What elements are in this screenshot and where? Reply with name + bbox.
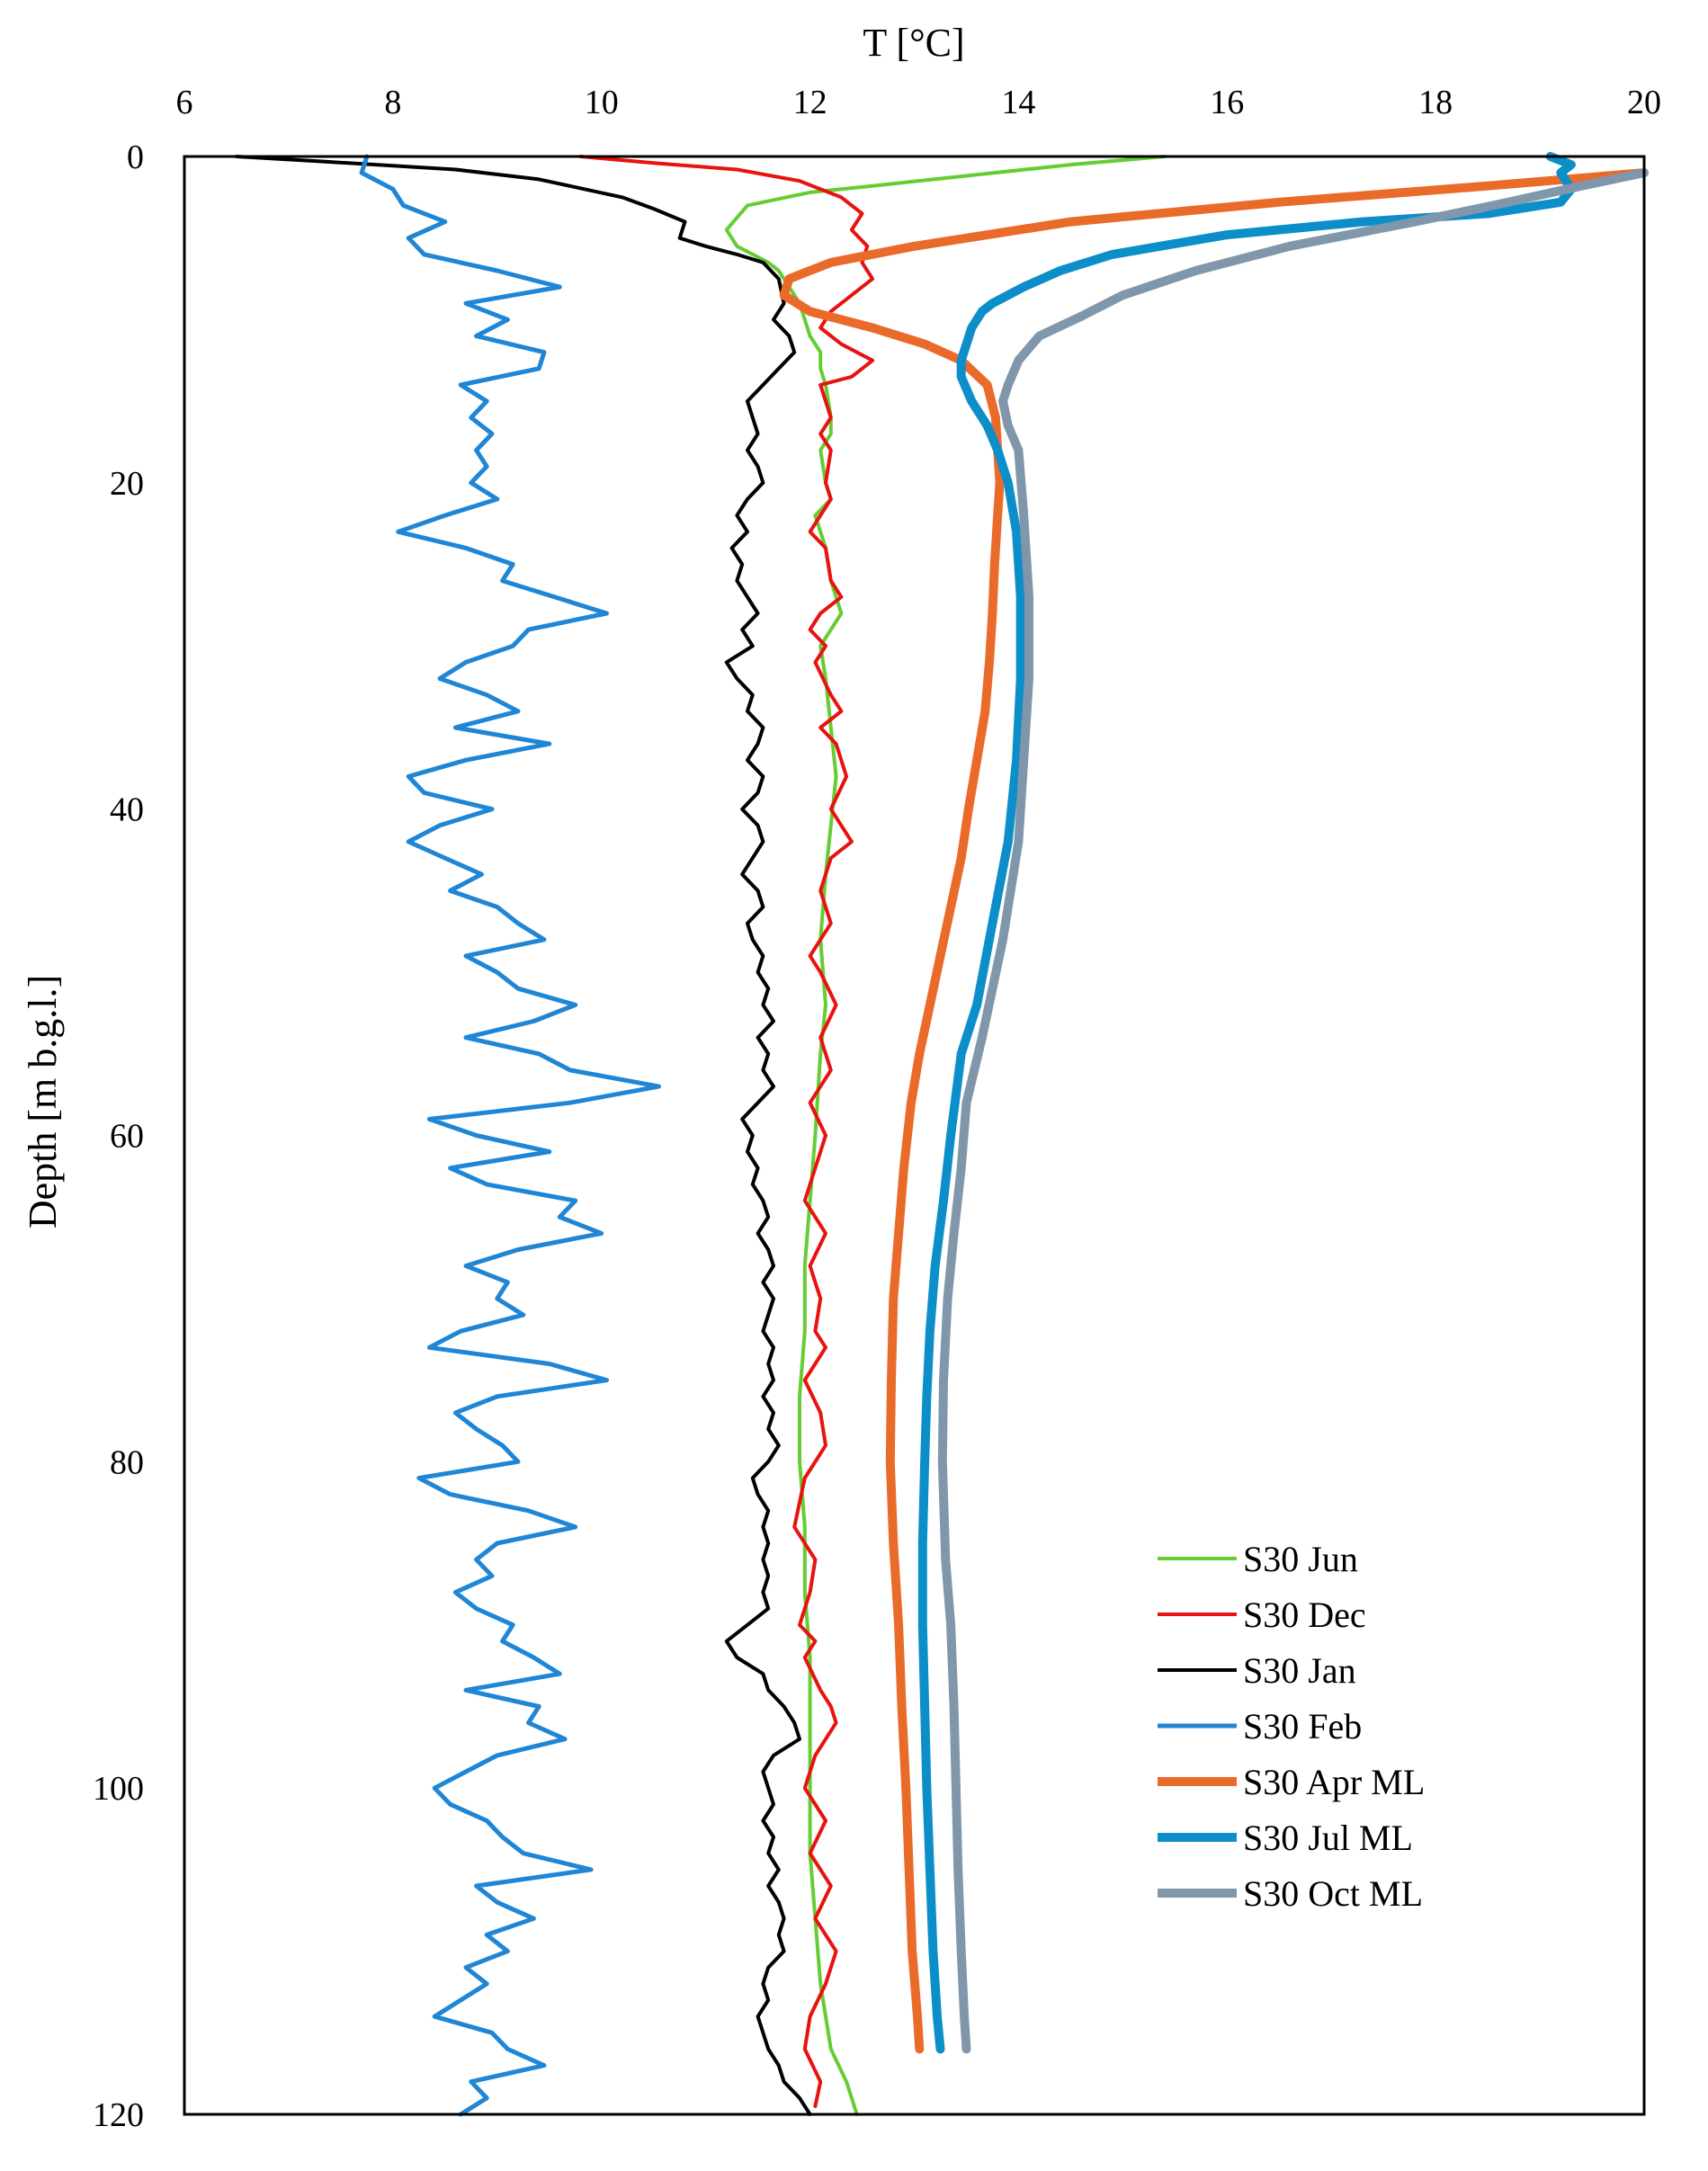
x-tick-label: 16 <box>1210 84 1244 121</box>
x-axis-title: T [°C] <box>863 21 964 65</box>
legend-label-s30-jan: S30 Jan <box>1243 1650 1356 1691</box>
legend-label-s30-dec: S30 Dec <box>1243 1595 1366 1635</box>
x-tick-label: 20 <box>1627 84 1661 121</box>
y-tick-label: 60 <box>110 1118 144 1156</box>
x-tick-label: 6 <box>176 84 193 121</box>
series-line-s30-dec <box>578 155 875 2108</box>
x-tick-label: 12 <box>793 84 827 121</box>
legend: S30 Jun S30 Dec S30 Jan S30 Feb S30 Apr ML S3… <box>1158 1539 1425 1914</box>
x-tick-label: 18 <box>1418 84 1453 121</box>
series-line-s30-jul-ml <box>917 152 1576 2054</box>
legend-label-s30-jun: S30 Jun <box>1243 1539 1358 1579</box>
y-tick-label: 100 <box>93 1770 144 1808</box>
legend-label-s30-oct-ml: S30 Oct ML <box>1243 1873 1423 1914</box>
y-tick-label: 0 <box>127 138 144 176</box>
plot-frame <box>183 155 1646 2116</box>
y-tick-label: 80 <box>110 1443 144 1481</box>
legend-label-s30-feb: S30 Feb <box>1243 1706 1362 1747</box>
series-line-s30-jan <box>235 155 812 2116</box>
x-tick-label: 10 <box>585 84 619 121</box>
x-tick-label: 8 <box>384 84 401 121</box>
y-tick-label: 40 <box>110 791 144 829</box>
y-axis-ticks: 0 20 40 60 80 100 120 <box>93 138 144 2134</box>
series-line-s30-feb <box>359 154 661 2117</box>
y-axis-title: Depth [m b.g.l.] <box>21 975 65 1228</box>
y-tick-label: 20 <box>110 465 144 503</box>
x-axis-ticks: 6 8 10 12 14 16 18 20 <box>176 84 1662 121</box>
legend-label-s30-apr-ml: S30 Apr ML <box>1243 1762 1425 1802</box>
y-tick-label: 120 <box>93 2096 144 2134</box>
series-line-s30-apr-ml <box>779 168 1649 2054</box>
series-layer <box>235 152 1649 2117</box>
x-tick-label: 14 <box>1001 84 1035 121</box>
series-line-s30-oct-ml <box>937 168 1649 2054</box>
legend-label-s30-jul-ml: S30 Jul ML <box>1243 1818 1413 1858</box>
